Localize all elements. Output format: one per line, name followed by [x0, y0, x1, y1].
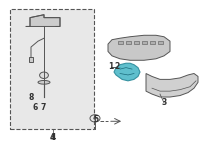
Text: 5: 5 — [93, 115, 99, 124]
Text: 1: 1 — [108, 62, 114, 71]
Text: 3: 3 — [161, 98, 167, 107]
Text: 4: 4 — [49, 133, 55, 142]
Bar — [29, 57, 33, 62]
Polygon shape — [146, 74, 198, 97]
Circle shape — [40, 72, 48, 78]
Circle shape — [94, 118, 96, 119]
Bar — [134, 41, 139, 44]
Text: 2: 2 — [114, 62, 120, 71]
Polygon shape — [26, 15, 60, 26]
Bar — [150, 41, 155, 44]
Polygon shape — [114, 63, 140, 81]
Text: 6: 6 — [32, 103, 38, 112]
Bar — [10, 9, 94, 129]
Text: 7: 7 — [40, 103, 46, 112]
Bar — [118, 41, 123, 44]
Bar — [126, 41, 131, 44]
Text: 4: 4 — [50, 133, 56, 142]
Text: 8: 8 — [28, 93, 34, 102]
Ellipse shape — [38, 81, 50, 84]
Polygon shape — [108, 35, 170, 60]
Bar — [142, 41, 147, 44]
Bar — [158, 41, 163, 44]
